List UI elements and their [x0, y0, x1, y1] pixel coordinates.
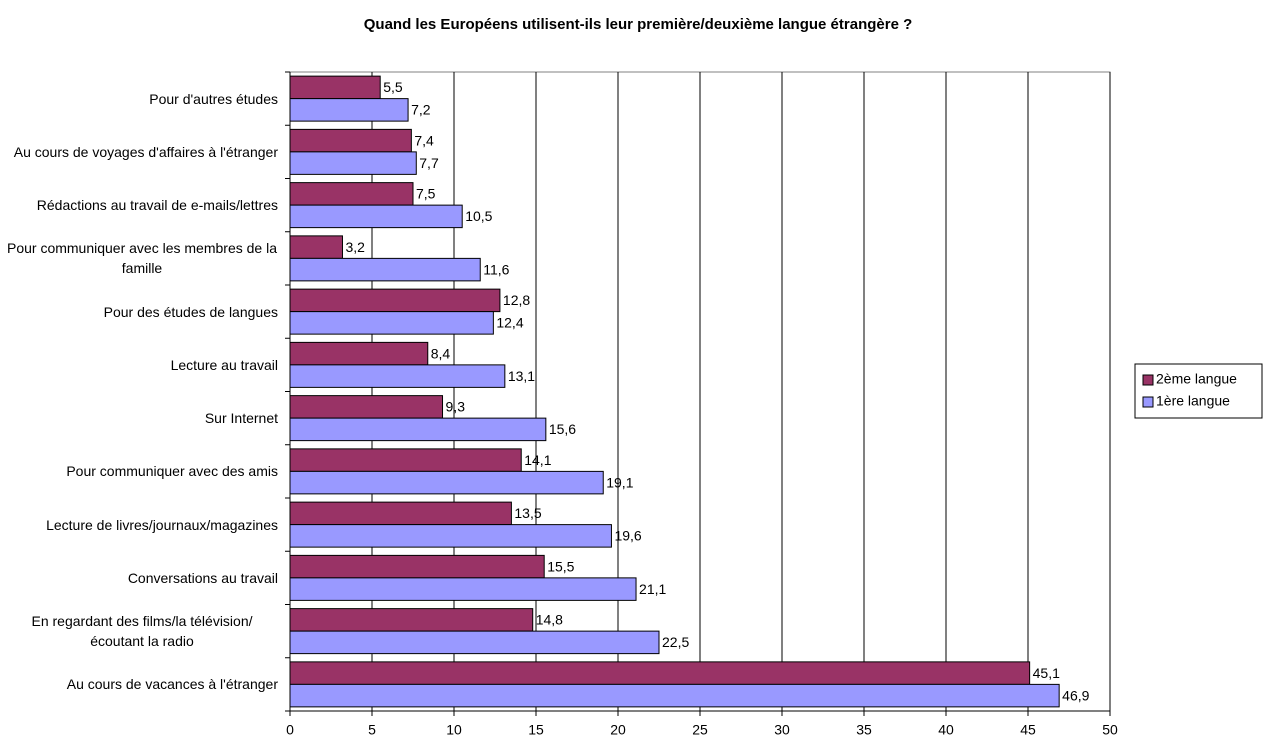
category-text: Rédactions au travail de e-mails/lettres: [36, 197, 278, 213]
category-label: En regardant des films/la télévision/éco…: [6, 605, 278, 658]
bar: [289, 128, 412, 153]
value-label: 7,5: [416, 186, 436, 202]
value-label: 46,9: [1062, 687, 1089, 703]
bar: [289, 288, 501, 313]
x-tick-label: 15: [528, 722, 544, 738]
bar: [289, 257, 481, 282]
value-label: 19,6: [614, 528, 641, 544]
legend-swatch: [1142, 374, 1154, 386]
legend: [1134, 363, 1263, 419]
value-label: 14,8: [536, 612, 563, 628]
value-label: 3,2: [345, 239, 365, 255]
value-label: 11,6: [483, 261, 509, 277]
category-label: Au cours de voyages d'affaires à l'étran…: [14, 125, 278, 178]
category-label: Pour communiquer avec les membres de la …: [6, 232, 278, 285]
bar: [289, 341, 429, 366]
value-label: 12,8: [503, 292, 530, 308]
value-label: 7,7: [419, 155, 439, 171]
value-label: 12,4: [496, 315, 523, 331]
x-tick-label: 40: [938, 722, 954, 738]
category-text: Au cours de vacances à l'étranger: [66, 676, 278, 693]
value-label: 13,1: [508, 368, 535, 384]
category-label: Lecture de livres/journaux/magazines: [46, 498, 278, 551]
value-label: 5,5: [383, 79, 403, 95]
category-text: Pour communiquer avec les membres de la …: [6, 240, 277, 277]
bar: [289, 661, 1031, 685]
value-label: 15,6: [549, 421, 576, 437]
category-text: Lecture de livres/journaux/magazines: [46, 516, 278, 533]
x-tick-label: 5: [368, 722, 376, 738]
value-label: 10,5: [465, 208, 492, 224]
bar: [289, 98, 409, 122]
value-label: 21,1: [639, 581, 666, 597]
category-label: Pour communiquer avec des amis: [66, 445, 278, 498]
bar: [289, 470, 604, 495]
bar: [289, 448, 522, 472]
category-text: Conversations au travail: [127, 569, 278, 586]
bar: [289, 235, 343, 259]
bar: [289, 524, 612, 548]
category-label: Conversations au travail: [128, 551, 278, 604]
value-label: 9,3: [446, 399, 466, 415]
bar: [289, 501, 512, 526]
bar: [289, 577, 637, 601]
x-tick-label: 30: [774, 722, 790, 738]
value-label: 7,4: [414, 132, 434, 148]
chart-title: Quand les Européens utilisent-ils leur p…: [364, 16, 913, 33]
x-tick-label: 25: [692, 722, 708, 738]
category-label: Sur Internet: [205, 392, 278, 445]
legend-label: 1ère langue: [1156, 393, 1230, 409]
bar: [289, 683, 1060, 708]
bar: [289, 417, 547, 442]
value-label: 22,5: [662, 634, 689, 650]
bar: [289, 395, 444, 419]
category-label: Lecture au travail: [171, 338, 278, 391]
category-text: Pour d'autres études: [149, 90, 278, 107]
bar: [289, 311, 494, 335]
value-label: 13,5: [514, 505, 541, 521]
category-text: Lecture au travail: [170, 356, 278, 373]
x-tick-label: 10: [446, 722, 462, 738]
value-label: 8,4: [431, 345, 451, 361]
x-tick-label: 45: [1020, 722, 1036, 738]
bar: [289, 630, 660, 655]
value-label: 45,1: [1033, 665, 1060, 681]
bar: [289, 608, 534, 632]
x-tick-label: 20: [610, 722, 626, 738]
value-label: 7,2: [411, 102, 431, 118]
bar: [289, 364, 506, 388]
category-text: Au cours de voyages d'affaires à l'étran…: [13, 143, 278, 160]
legend-swatch: [1142, 396, 1154, 408]
x-tick-label: 50: [1102, 722, 1118, 738]
x-tick-label: 0: [286, 722, 294, 738]
category-text: En regardant des films/la télévision/éco…: [31, 613, 253, 649]
bar: [289, 204, 463, 229]
value-label: 19,1: [606, 474, 633, 490]
category-label: Rédactions au travail de e-mails/lettres: [37, 179, 278, 232]
value-label: 14,1: [524, 452, 551, 468]
category-text: Pour des études de langues: [103, 303, 278, 320]
x-tick-label: 35: [856, 722, 872, 738]
bar: [289, 151, 417, 175]
category-label: Pour des études de langues: [104, 285, 278, 338]
category-text: Sur Internet: [204, 410, 278, 426]
category-label: Au cours de vacances à l'étranger: [67, 658, 278, 711]
legend-label: 2ème langue: [1156, 371, 1237, 387]
category-text: Pour communiquer avec des amis: [66, 463, 278, 480]
bar: [289, 182, 414, 206]
bar: [289, 554, 545, 579]
bar: [289, 75, 381, 100]
category-label: Pour d'autres études: [149, 72, 278, 125]
value-label: 15,5: [547, 558, 574, 574]
